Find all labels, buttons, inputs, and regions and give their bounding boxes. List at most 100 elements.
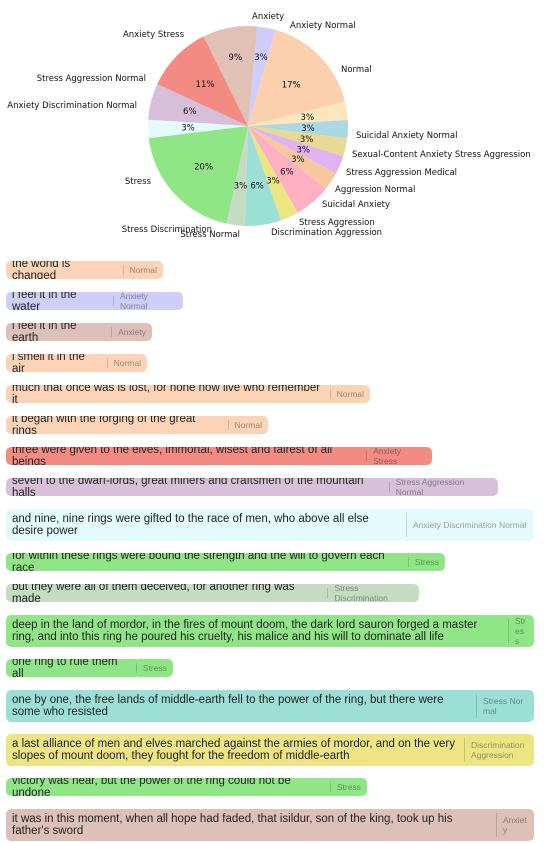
pie-percent-label: 3% [254, 53, 268, 63]
sentence-label: Anxiety [496, 813, 534, 837]
pie-slice [148, 126, 248, 224]
pie-slice-name: Anxiety Normal [290, 21, 356, 31]
pie-slice-name: Discrimination Aggression [271, 228, 382, 238]
pie-slice [203, 26, 258, 127]
sentence-label: Stress [407, 557, 445, 567]
pie-slice [248, 26, 276, 127]
pie-slice [248, 120, 348, 139]
pie-slice-name: Stress Normal [180, 230, 240, 240]
sentence-text: i smell it in the air [12, 354, 85, 372]
sentence-label: Normal [329, 389, 370, 399]
sentence-text: but they were all of them deceived, for … [12, 584, 295, 602]
pie-chart: 17%3%3%3%3%3%6%3%6%3%20%3%6%11%9% 3% Norm… [7, 12, 530, 240]
sentence-row: seven to the dwarf-lords, great miners a… [6, 478, 498, 496]
pie-percent-label: 3% [266, 177, 280, 187]
sentence-label: Stress Aggression Normal [388, 478, 498, 496]
pie-slice-name: Stress Aggression Medical [346, 168, 457, 178]
pie-slice-name: Suicidal Anxiety [322, 200, 390, 210]
sentence-label: Anxiety [111, 327, 152, 337]
sentence-label: Discrimination Aggression [464, 738, 534, 762]
sentence-label: Stress [329, 782, 367, 792]
pie-slice [148, 84, 248, 126]
pie-percent-label: 3% [301, 124, 315, 134]
pie-slice-name: Aggression Normal [335, 185, 415, 195]
sentence-text: one by one, the free lands of middle-ear… [12, 694, 444, 718]
pie-percent-label: 17% [282, 80, 301, 90]
pie-percent-label: 3% [296, 146, 310, 156]
pie-slice-name: Anxiety [252, 12, 284, 22]
pie-percent-label: 3% [291, 155, 305, 165]
sentence-row: a last alliance of men and elves marched… [6, 734, 534, 766]
sentence-label: Anxiety Discrimination Normal [406, 513, 534, 537]
pie-slice [248, 126, 326, 213]
pie-slice [248, 126, 344, 174]
pie-slice [248, 126, 336, 189]
sentence-row: one ring to rule them all Stress [6, 659, 173, 677]
sentence-text: a last alliance of men and elves marched… [12, 738, 455, 762]
sentence-text: it was in this moment, when all hope had… [12, 813, 453, 837]
sentence-text: three were given to the elves, immortal,… [12, 447, 333, 465]
pie-slice [248, 101, 348, 126]
sentence-label: Stress Discrimination [327, 584, 419, 602]
sentence-row: but they were all of them deceived, for … [6, 584, 419, 602]
sentence-text: deep in the land of mordor, in the fires… [12, 619, 478, 643]
pie-slice [157, 36, 248, 126]
pie-percent-label: 3% [300, 135, 314, 145]
pie-percent-label: 6% [250, 181, 264, 191]
pie-slice-name: Anxiety Stress [123, 30, 185, 40]
sentence-text: one ring to rule them all [12, 659, 118, 677]
pie-slice-name: Stress [125, 177, 152, 187]
sentence-label: Normal [106, 358, 147, 368]
pie-percent-label: 20% [194, 162, 213, 172]
sentence-text: and nine, nine rings were gifted to the … [12, 513, 369, 537]
sentence-row: and nine, nine rings were gifted to the … [6, 509, 534, 541]
sentence-row: it was in this moment, when all hope had… [6, 809, 534, 841]
pie-percent-label: 6% [280, 168, 294, 178]
pie-slice [248, 126, 298, 221]
pie-slice-name: Stress Aggression Normal [37, 74, 146, 84]
sentence-row: i feel it in the water Anxiety Normal [6, 292, 183, 310]
sentence-text: for within these rings were bound the st… [12, 553, 385, 571]
pie-slices [147, 26, 348, 227]
sentence-text: i feel it in the earth [12, 323, 77, 341]
pie-slice-name: Anxiety Discrimination Normal [7, 101, 137, 111]
pie-slice-name: Stress Discrimination [122, 225, 212, 235]
sentence-row: i feel it in the earth Anxiety [6, 323, 152, 341]
sentence-row: three were given to the elves, immortal,… [6, 447, 432, 465]
sentence-row: the world is changed Normal [6, 261, 163, 279]
sentence-label: Normal [227, 420, 268, 430]
pie-slice [248, 29, 346, 126]
pie-slice [244, 126, 282, 227]
sentence-row: it began with the forging of the great r… [6, 416, 268, 434]
sentence-row: i smell it in the air Normal [6, 354, 147, 372]
sentence-text: seven to the dwarf-lords, great miners a… [12, 478, 364, 496]
pie-slice-name: Normal [341, 65, 372, 75]
pie-slice-names: Normal Suicidal Anxiety Normal Sexual-Cont… [7, 12, 530, 240]
sentence-label: Stress Normal [476, 694, 534, 718]
sentence-label: Stress [135, 663, 173, 673]
pie-slice-name: Suicidal Anxiety Normal [356, 131, 458, 141]
pie-percent-label: 11% [196, 80, 215, 90]
sentence-row: deep in the land of mordor, in the fires… [6, 615, 534, 647]
pie-percent-label: 3% [301, 113, 315, 123]
pie-slice [226, 126, 248, 226]
sentence-row: for within these rings were bound the st… [6, 553, 445, 571]
sentence-text: it began with the forging of the great r… [12, 416, 196, 434]
sentence-row: one by one, the free lands of middle-ear… [6, 690, 534, 722]
sentence-text: i feel it in the water [12, 292, 77, 310]
sentence-row: victory was near, but the power of the r… [6, 778, 367, 796]
pie-slice [248, 126, 348, 157]
sentence-label: Anxiety Stress [366, 447, 432, 465]
pie-slice-name: Stress Aggression [299, 218, 375, 228]
pie-percent-labels: 17%3%3%3%3%3%6%3%6%3%20%3%6%11%9% 3% [181, 53, 315, 191]
sentence-text: the world is changed [12, 261, 71, 279]
pie-slice [147, 119, 248, 139]
pie-percent-label: 3% [181, 124, 195, 134]
sentence-text: much that once was is lost, for none now… [12, 385, 321, 403]
pie-percent-label: 6% [183, 107, 197, 117]
pie-slice-name: Sexual-Content Anxiety Stress Aggression [352, 150, 531, 160]
sentence-text: victory was near, but the power of the r… [12, 778, 291, 796]
sentence-label: Anxiety Normal [112, 292, 183, 310]
pie-percent-label: 9% [229, 53, 243, 63]
sentence-label: Normal [122, 265, 163, 275]
